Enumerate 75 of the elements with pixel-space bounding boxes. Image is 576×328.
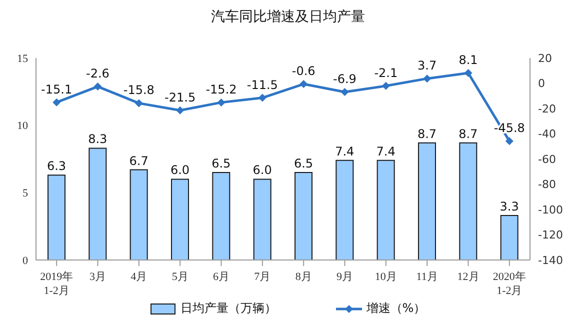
data-label: 8.1 <box>458 53 478 68</box>
point <box>176 106 184 114</box>
point <box>382 82 390 90</box>
point <box>217 98 226 106</box>
bar <box>294 172 312 260</box>
data-label: 6.7 <box>129 154 148 168</box>
y2-tick-label: -60 <box>538 152 556 166</box>
y2-tick-label: -100 <box>538 203 563 216</box>
data-label: 6.5 <box>212 156 231 170</box>
point <box>52 98 61 106</box>
point <box>464 69 472 78</box>
point <box>340 88 349 96</box>
data-label: 7.4 <box>376 144 396 158</box>
x-tick-label: 5月 <box>172 271 188 283</box>
bar <box>500 215 518 260</box>
y2-tick-label: -140 <box>538 254 563 267</box>
data-label: 8.7 <box>417 126 437 141</box>
point <box>258 94 266 102</box>
x-tick-label: 7月 <box>254 271 271 283</box>
x-tick-label: 8月 <box>295 271 312 283</box>
y-tick-label: 0 <box>22 254 28 267</box>
x-tick-label: 3月 <box>90 271 106 283</box>
bar <box>171 178 189 260</box>
y-tick-label: 5 <box>22 188 28 200</box>
data-label: 7.4 <box>335 144 354 158</box>
bar <box>48 174 66 260</box>
x-tick-label: 6月 <box>213 271 230 283</box>
data-label: -15.2 <box>206 82 237 96</box>
point <box>94 82 102 91</box>
data-label: -15.1 <box>41 82 72 96</box>
x-tick-label: 2019年 1-2月 <box>40 271 74 297</box>
x-tick-label: 10月 <box>374 271 397 283</box>
data-label: -2.1 <box>374 66 398 80</box>
data-label: -2.6 <box>86 66 110 81</box>
point <box>134 99 143 108</box>
data-label: 6.0 <box>252 163 272 178</box>
x-tick-label: 9月 <box>336 271 353 283</box>
data-label: 3.3 <box>500 200 519 214</box>
x-tick-label: 11月 <box>416 271 438 283</box>
bar <box>336 160 354 260</box>
bar <box>459 142 478 260</box>
x-tick-label: 2020年 1-2月 <box>492 271 526 297</box>
point <box>300 80 308 88</box>
bar <box>418 142 436 260</box>
chart-title: 汽车同比增速及日均产量 <box>210 8 366 26</box>
bar <box>88 148 107 260</box>
y-tick-label: 15 <box>17 52 28 65</box>
point <box>423 74 432 83</box>
bar <box>130 169 148 260</box>
data-label: 6.0 <box>170 163 190 178</box>
data-label: -21.5 <box>164 90 196 104</box>
data-label: -11.5 <box>246 78 278 92</box>
data-label: -0.6 <box>292 64 316 78</box>
data-label: 6.5 <box>294 156 314 170</box>
data-label: 8.7 <box>458 126 478 141</box>
legend-label: 日均产量（万辆） <box>179 300 276 317</box>
point <box>505 137 514 146</box>
y2-tick-label: -40 <box>538 128 556 141</box>
data-label: -15.8 <box>123 83 154 98</box>
x-tick-label: 12月 <box>457 271 480 283</box>
data-label: 8.3 <box>88 132 108 146</box>
x-tick-label: 4月 <box>130 271 148 283</box>
y2-tick-label: 0 <box>538 77 545 90</box>
bar <box>376 160 395 260</box>
y2-tick-label: -20 <box>538 102 556 116</box>
y2-tick-label: -120 <box>538 228 563 242</box>
y-tick-label: 10 <box>17 120 28 132</box>
y2-tick-label: -80 <box>538 178 556 192</box>
data-label: 6.3 <box>46 159 66 174</box>
y2-tick-label: 20 <box>538 52 552 65</box>
legend-label: 增速（%） <box>365 300 426 317</box>
data-label: 3.7 <box>418 58 437 73</box>
bar <box>212 172 230 260</box>
bar <box>253 178 272 260</box>
data-label: -6.9 <box>333 72 356 86</box>
